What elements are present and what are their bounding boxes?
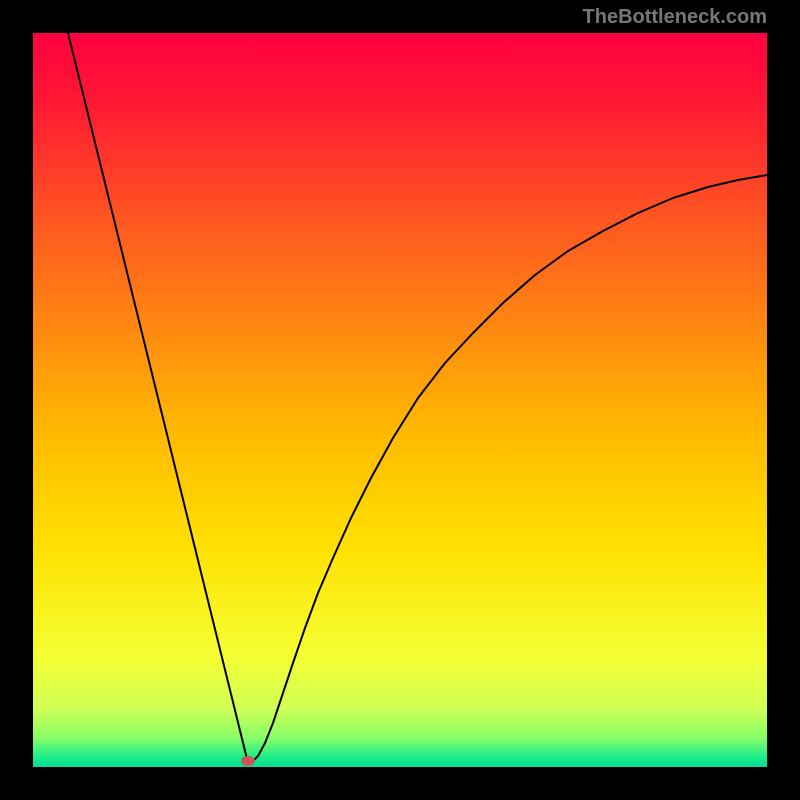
watermark-text: TheBottleneck.com: [583, 6, 767, 29]
chart-container: TheBottleneck.com: [0, 0, 800, 800]
plot-area: [33, 33, 767, 767]
bottleneck-curve: [33, 33, 767, 767]
optimal-point-marker: [241, 756, 255, 766]
